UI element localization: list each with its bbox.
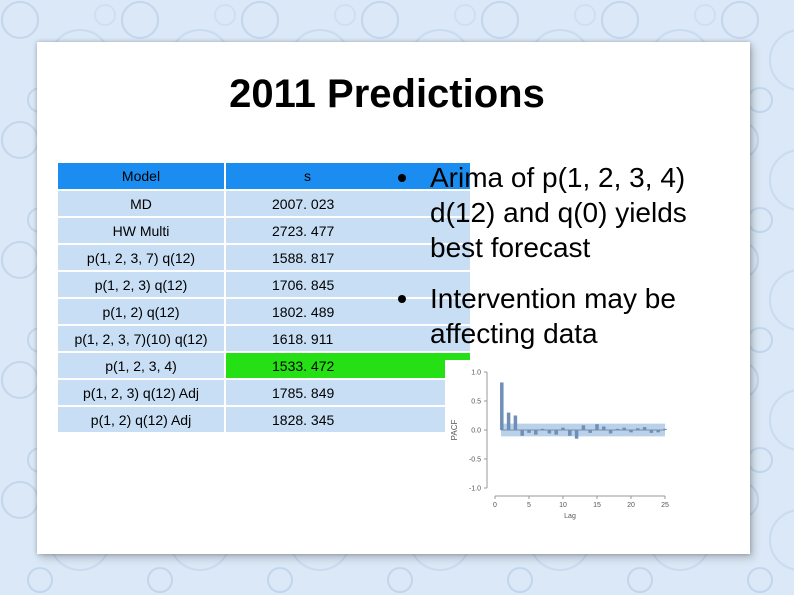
pacf-bar (520, 430, 524, 436)
pacf-bar (527, 430, 531, 433)
table-row: p(1, 2, 3, 7) q(12) 1588. 817 (58, 245, 470, 270)
pacf-bar (608, 430, 613, 434)
y-tick-label: 1.0 (471, 370, 481, 377)
pacf-bar (595, 424, 599, 430)
pacf-bar (642, 427, 647, 430)
pacf-bar (540, 428, 545, 430)
pacf-bar (622, 427, 626, 430)
table-row: p(1, 2) q(12) Adj 1828. 345 (58, 407, 470, 432)
model-cell: MD (58, 191, 224, 216)
s-cell: 2723. 477 (226, 218, 470, 243)
header-s: s (226, 163, 470, 189)
y-tick-label: -0.5 (469, 457, 481, 464)
x-tick-label: 10 (559, 502, 567, 509)
s-cell: 1802. 489 (226, 299, 470, 324)
s-cell: 2007. 023 (226, 191, 470, 216)
x-tick-label: 0 (493, 502, 497, 509)
model-cell: p(1, 2, 3, 7)(10) q(12) (58, 326, 224, 351)
pacf-bar (656, 430, 660, 433)
bullet-item: Arima of p(1, 2, 3, 4) d(12) and q(0) yi… (398, 160, 738, 265)
model-cell: p(1, 2, 3, 4) (58, 353, 224, 378)
model-cell: p(1, 2, 3) q(12) (58, 272, 224, 297)
slide-title: 2011 Predictions (229, 72, 545, 116)
model-cell: HW Multi (58, 218, 224, 243)
pacf-bar (615, 428, 620, 430)
pacf-bar (629, 430, 633, 433)
x-axis-label: Lag (564, 513, 576, 520)
model-comparison-table: Model s MD 2007. 023 HW Multi 2723. 477 p(1, 2… (56, 161, 472, 434)
pacf-bar (554, 430, 558, 435)
table-row: HW Multi 2723. 477 (58, 218, 470, 243)
pacf-bar (574, 430, 579, 439)
table-row: p(1, 2, 3) q(12) Adj 1785. 849 (58, 380, 470, 405)
pacf-bar (588, 430, 592, 433)
pacf-bar (547, 430, 552, 434)
s-cell: 1828. 345 (226, 407, 470, 432)
pacf-bar (513, 415, 518, 430)
pacf-bar (561, 427, 565, 430)
bullet-dot-icon (398, 174, 406, 182)
bullet-dot-icon (398, 295, 406, 303)
pacf-bar (506, 412, 511, 430)
y-tick-label: 0.0 (471, 428, 481, 435)
x-tick-label: 25 (661, 502, 669, 509)
s-cell: 1618. 911 (226, 326, 470, 351)
table-row: p(1, 2) q(12) 1802. 489 (58, 299, 470, 324)
pacf-bar (602, 426, 606, 430)
best-s-cell: 1533. 472 (226, 353, 470, 378)
s-cell: 1706. 845 (226, 272, 470, 297)
y-axis-label: PACF (450, 420, 459, 441)
model-cell: p(1, 2, 3, 7) q(12) (58, 245, 224, 270)
table-row: p(1, 2, 3) q(12) 1706. 845 (58, 272, 470, 297)
pacf-bar (636, 428, 640, 430)
y-tick-label: 0.5 (471, 399, 481, 406)
pacf-bar (534, 430, 538, 435)
x-tick-label: 20 (627, 502, 635, 509)
s-cell: 1785. 849 (226, 380, 470, 405)
x-tick-label: 15 (593, 502, 601, 509)
s-cell: 1588. 817 (226, 245, 470, 270)
model-cell: p(1, 2) q(12) (58, 299, 224, 324)
model-cell: p(1, 2, 3) q(12) Adj (58, 380, 224, 405)
bullet-text: Arima of p(1, 2, 3, 4) d(12) and q(0) yi… (430, 162, 687, 263)
bullet-text: Intervention may be affecting data (430, 283, 676, 349)
pacf-bar (663, 428, 667, 430)
table-row: p(1, 2, 3, 7)(10) q(12) 1618. 911 (58, 326, 470, 351)
pacf-bar (568, 430, 572, 436)
model-cell: p(1, 2) q(12) Adj (58, 407, 224, 432)
pacf-bar (649, 430, 654, 433)
pacf-chart: 1.0 0.5 0.0 -0.5 -1.0 0 5 10 15 20 25 PACF Lag (445, 360, 684, 530)
x-tick-label: 5 (527, 502, 531, 509)
table-row: p(1, 2, 3, 4) 1533. 472 (58, 353, 470, 378)
bullet-item: Intervention may be affecting data (398, 281, 738, 351)
pacf-bar (500, 382, 504, 430)
table-row: MD 2007. 023 (58, 191, 470, 216)
pacf-bar (581, 425, 586, 430)
table-header-row: Model s (58, 163, 470, 189)
y-tick-label: -1.0 (469, 486, 481, 493)
header-model: Model (58, 163, 224, 189)
bullet-list: Arima of p(1, 2, 3, 4) d(12) and q(0) yi… (398, 160, 738, 367)
